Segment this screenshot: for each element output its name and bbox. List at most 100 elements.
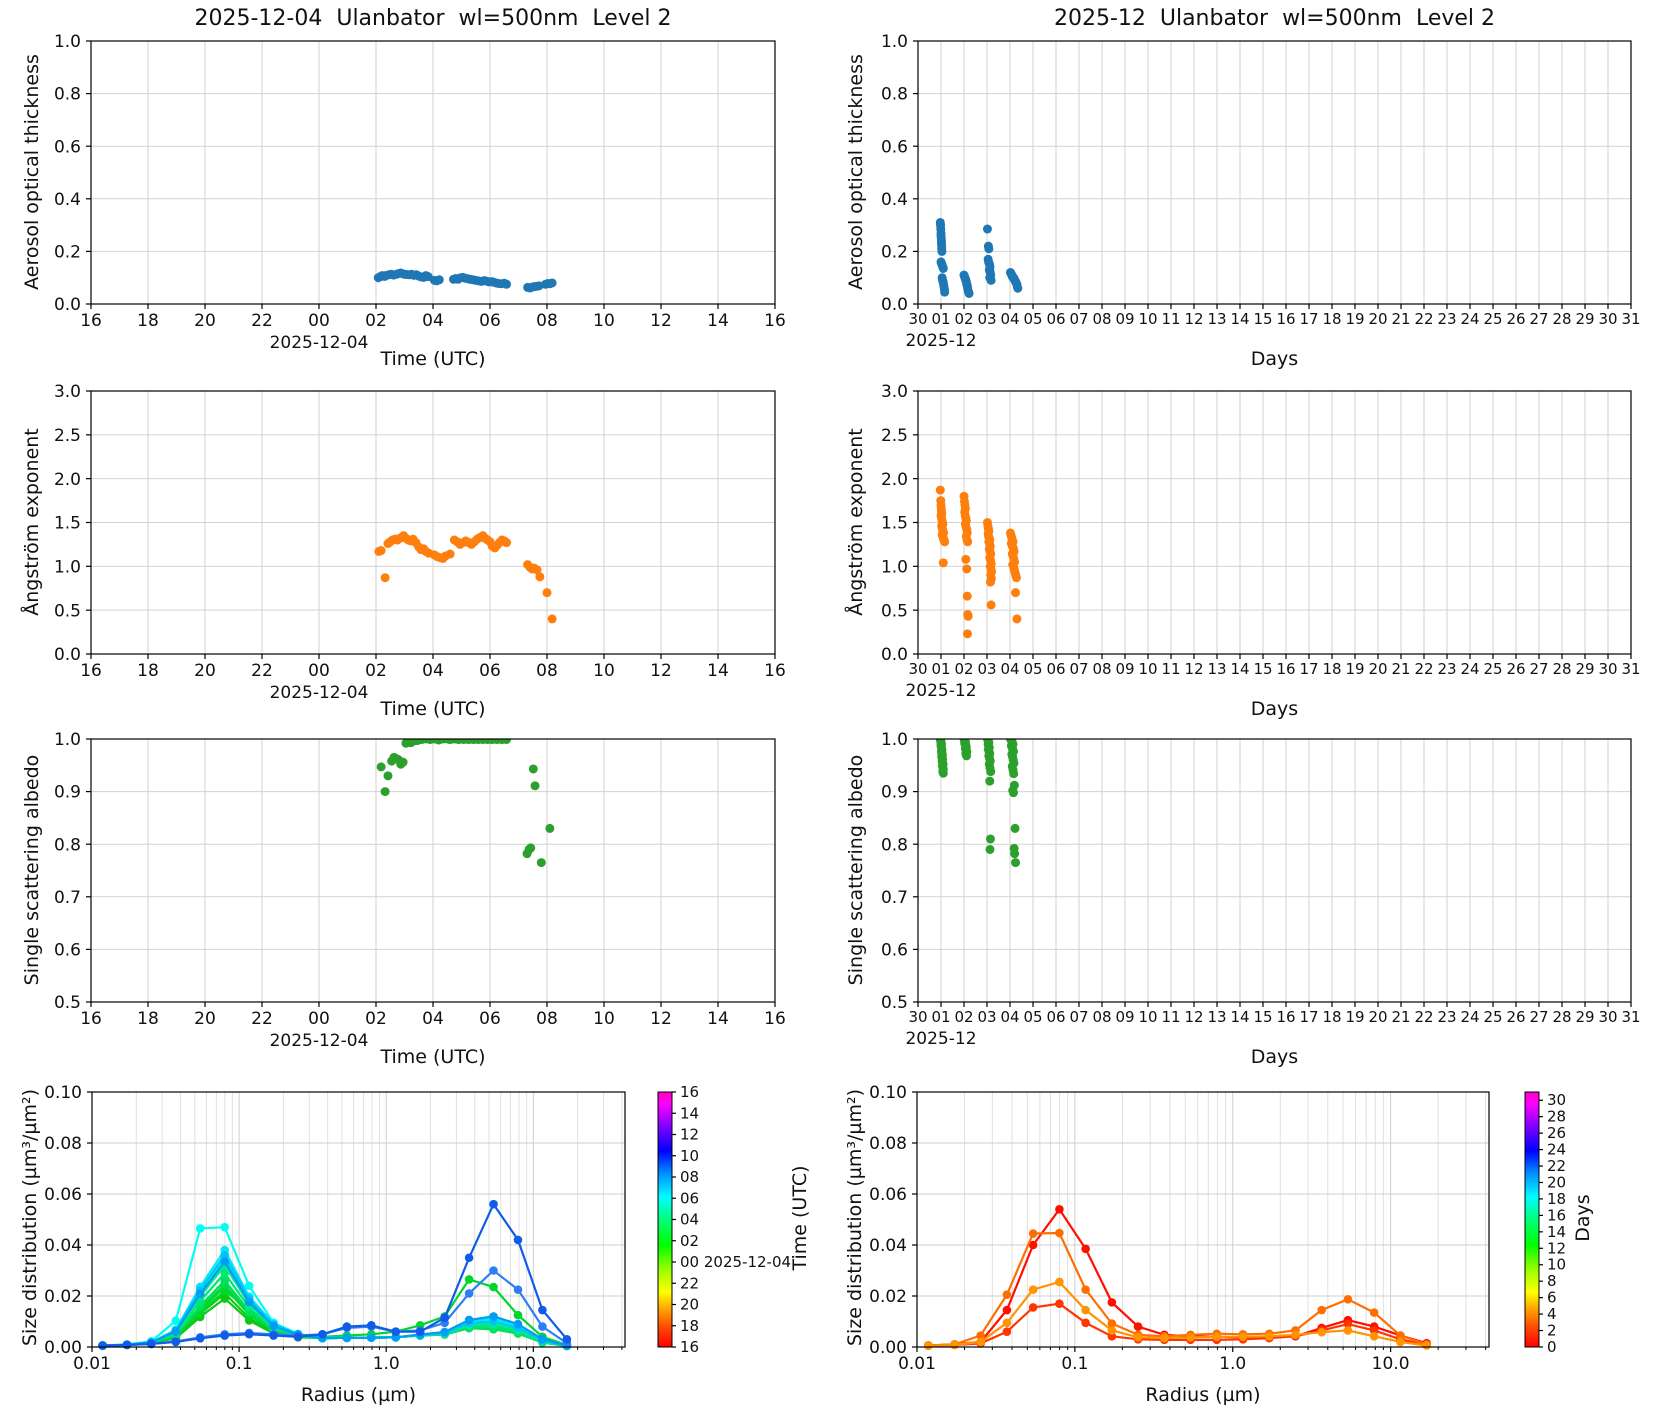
tick-label: 10 (1138, 310, 1157, 328)
data-layer (376, 739, 555, 868)
tick-label: 14 (1230, 1008, 1249, 1026)
tick-label: 13 (1207, 310, 1226, 328)
data-point (293, 1332, 303, 1342)
data-point (513, 1285, 523, 1294)
tick-label: 16 (1276, 310, 1295, 328)
data-point (269, 1321, 278, 1331)
series-line (928, 1302, 1427, 1347)
data-point (440, 1313, 449, 1322)
tick-label: 01 (931, 310, 950, 328)
tick-label: 27 (1529, 1008, 1548, 1026)
data-point (1002, 1290, 1012, 1300)
colorbar-bar (1524, 1091, 1540, 1348)
tick-label: 14 (707, 661, 729, 681)
tick-label: 8 (1547, 1272, 1557, 1290)
tick-label: 15 (1253, 310, 1272, 328)
tick-label: 0.10 (869, 1083, 907, 1103)
tick-label: 06 (680, 1189, 699, 1207)
axes-spines (917, 738, 1632, 1003)
data-point (1055, 1228, 1064, 1238)
tick-label: 20 (1368, 310, 1387, 328)
tick-label: 06 (1046, 1008, 1065, 1026)
data-point (1002, 1327, 1012, 1336)
tick-label: 24 (1460, 1008, 1479, 1026)
tick-label: 17 (1299, 1008, 1318, 1026)
data-point (195, 1289, 205, 1299)
data-point (950, 1340, 959, 1350)
data-point (985, 844, 995, 854)
xlabel-ssa-daily: Time (UTC) (380, 1046, 486, 1068)
tick-label: 0.2 (881, 243, 908, 263)
tick-label: 0.06 (869, 1185, 907, 1205)
data-layer (935, 485, 1022, 639)
tick-label: 22 (1547, 1157, 1566, 1175)
tick-label: 08 (536, 1009, 558, 1029)
tick-label: 11 (1161, 310, 1180, 328)
tick-label: 20 (680, 1296, 699, 1314)
data-point (440, 1327, 449, 1337)
tick-label: 12 (1184, 1008, 1203, 1026)
tick-label: 09 (1115, 310, 1134, 328)
data-point (528, 764, 538, 774)
tick-label: 0.8 (54, 85, 81, 105)
tick-label: 28 (1547, 1108, 1566, 1126)
tick-label: 0.6 (54, 137, 81, 157)
data-point (938, 263, 948, 273)
data-point (538, 1305, 547, 1315)
tick-label: 03 (977, 660, 996, 678)
tick-label: 0.8 (54, 835, 81, 855)
data-point (1028, 1240, 1038, 1250)
tick-label: 13 (1207, 1008, 1226, 1026)
tick-label: 4 (1547, 1305, 1557, 1323)
data-point (1010, 823, 1020, 833)
data-point (376, 546, 386, 556)
tick-label: 10 (593, 661, 615, 681)
tick-label: 14 (680, 1104, 699, 1122)
tick-label: 07 (1069, 660, 1088, 678)
tick-label: 04 (1000, 660, 1019, 678)
data-point (986, 275, 996, 285)
tick-label: 1.0 (1219, 1354, 1246, 1374)
data-point (1013, 283, 1023, 293)
tick-label: 22 (1414, 1008, 1433, 1026)
tick-label: 08 (1092, 660, 1111, 678)
data-point (489, 1266, 498, 1275)
tick-label: 01 (931, 660, 950, 678)
data-point (1369, 1331, 1379, 1341)
tick-label: 1.0 (881, 32, 908, 52)
tick-label: 23 (1437, 660, 1456, 678)
tick-sub-label: 2025-12 (905, 1029, 976, 1049)
tick-label: 2 (1547, 1322, 1557, 1340)
data-layer (935, 217, 1023, 298)
data-point (964, 288, 974, 298)
data-point (962, 751, 972, 761)
tick-label: 03 (977, 310, 996, 328)
data-point (940, 537, 950, 547)
tick-label: 3.0 (881, 382, 908, 402)
data-point (542, 588, 552, 598)
tick-label: 24 (1460, 660, 1479, 678)
data-point (220, 1268, 229, 1278)
tick-label: 2.0 (54, 470, 81, 490)
data-point (1264, 1331, 1274, 1341)
tick-label: 27 (1529, 310, 1548, 328)
tick-label: 26 (1506, 1008, 1525, 1026)
data-point (98, 1341, 107, 1350)
tick-label: 22 (1414, 310, 1433, 328)
data-point (976, 1337, 985, 1347)
data-point (513, 1235, 523, 1245)
data-point (976, 1331, 985, 1340)
data-point (937, 246, 947, 256)
data-point (1081, 1244, 1090, 1254)
data-point (398, 757, 408, 767)
data-point (547, 278, 557, 288)
data-point (985, 577, 995, 587)
tick-label: 08 (536, 311, 558, 331)
data-point (1212, 1332, 1222, 1342)
tick-label: 1.0 (54, 32, 81, 52)
data-point (489, 1312, 498, 1321)
tick-label: 26 (1506, 660, 1525, 678)
colorbar-bar (657, 1091, 673, 1348)
